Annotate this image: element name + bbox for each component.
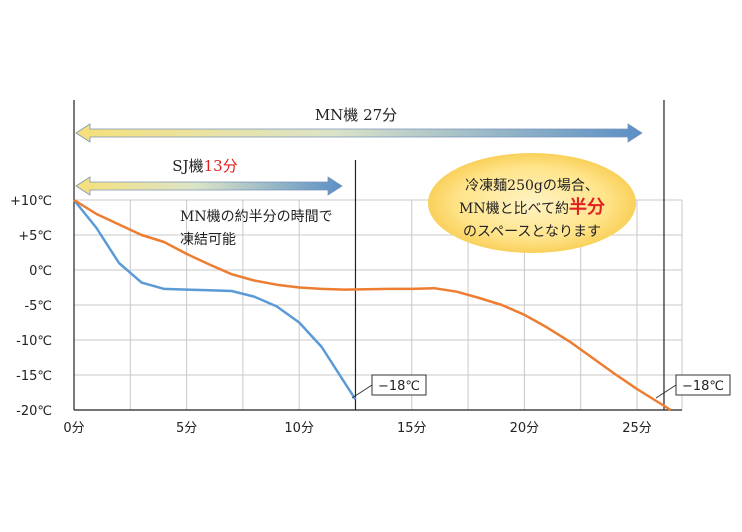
x-tick-label: 10分 [284, 421, 314, 436]
x-tick-label: 5分 [176, 421, 197, 436]
mn-temperature-line [73, 198, 672, 412]
y-tick-label: +10℃ [10, 194, 52, 209]
sj-temperature-line [73, 199, 357, 401]
bubble-line1: 冷凍麺250gの場合、 [465, 178, 599, 194]
y-tick-label: 0℃ [29, 264, 52, 279]
mn-duration-arrow [75, 123, 643, 143]
bubble-line2: MN機と比べて約半分 [459, 196, 605, 218]
series [73, 198, 672, 412]
x-tick-label: 15分 [397, 421, 427, 436]
y-tick-label: -5℃ [24, 299, 52, 314]
bubble-line2-prefix: MN機と比べて約 [459, 201, 569, 217]
y-tick-label: +5℃ [18, 229, 52, 244]
bubble-line2-emphasis: 半分 [569, 196, 605, 218]
bubble-line3: のスペースとなります [463, 224, 601, 240]
y-tick-label: -20℃ [16, 404, 52, 419]
sj-arrow-label: SJ機13分 [172, 157, 237, 175]
x-tick-label: 20分 [510, 421, 540, 436]
x-tick-label: 25分 [622, 421, 652, 436]
y-tick-label: -10℃ [16, 334, 52, 349]
half-time-note-line1: MN機の約半分の時間で [180, 209, 333, 225]
marker-label-1: −18℃ [378, 379, 420, 394]
half-time-note-line2: 凍結可能 [180, 232, 236, 248]
marker-label-2: −18℃ [682, 379, 724, 394]
highlight-bubble [428, 153, 636, 253]
marker-callout-2: −18℃ [675, 374, 731, 396]
callout-leader-2 [655, 384, 677, 399]
marker-callout-1: −18℃ [371, 374, 427, 396]
callout-leader-1 [351, 384, 373, 399]
sj-duration-arrow [75, 176, 343, 196]
x-tick-label: 0分 [63, 421, 84, 436]
y-tick-label: -15℃ [16, 369, 52, 384]
axes: +10℃ +5℃ 0℃ -5℃ -10℃ -15℃ -20℃ 0分 5分 10分 15分 20分 25分 [10, 100, 682, 436]
sj-arrow-label-value: 13分 [204, 157, 238, 175]
mn-arrow-label: MN機 27分 [315, 106, 397, 124]
sj-arrow-label-prefix: SJ機 [172, 157, 203, 175]
